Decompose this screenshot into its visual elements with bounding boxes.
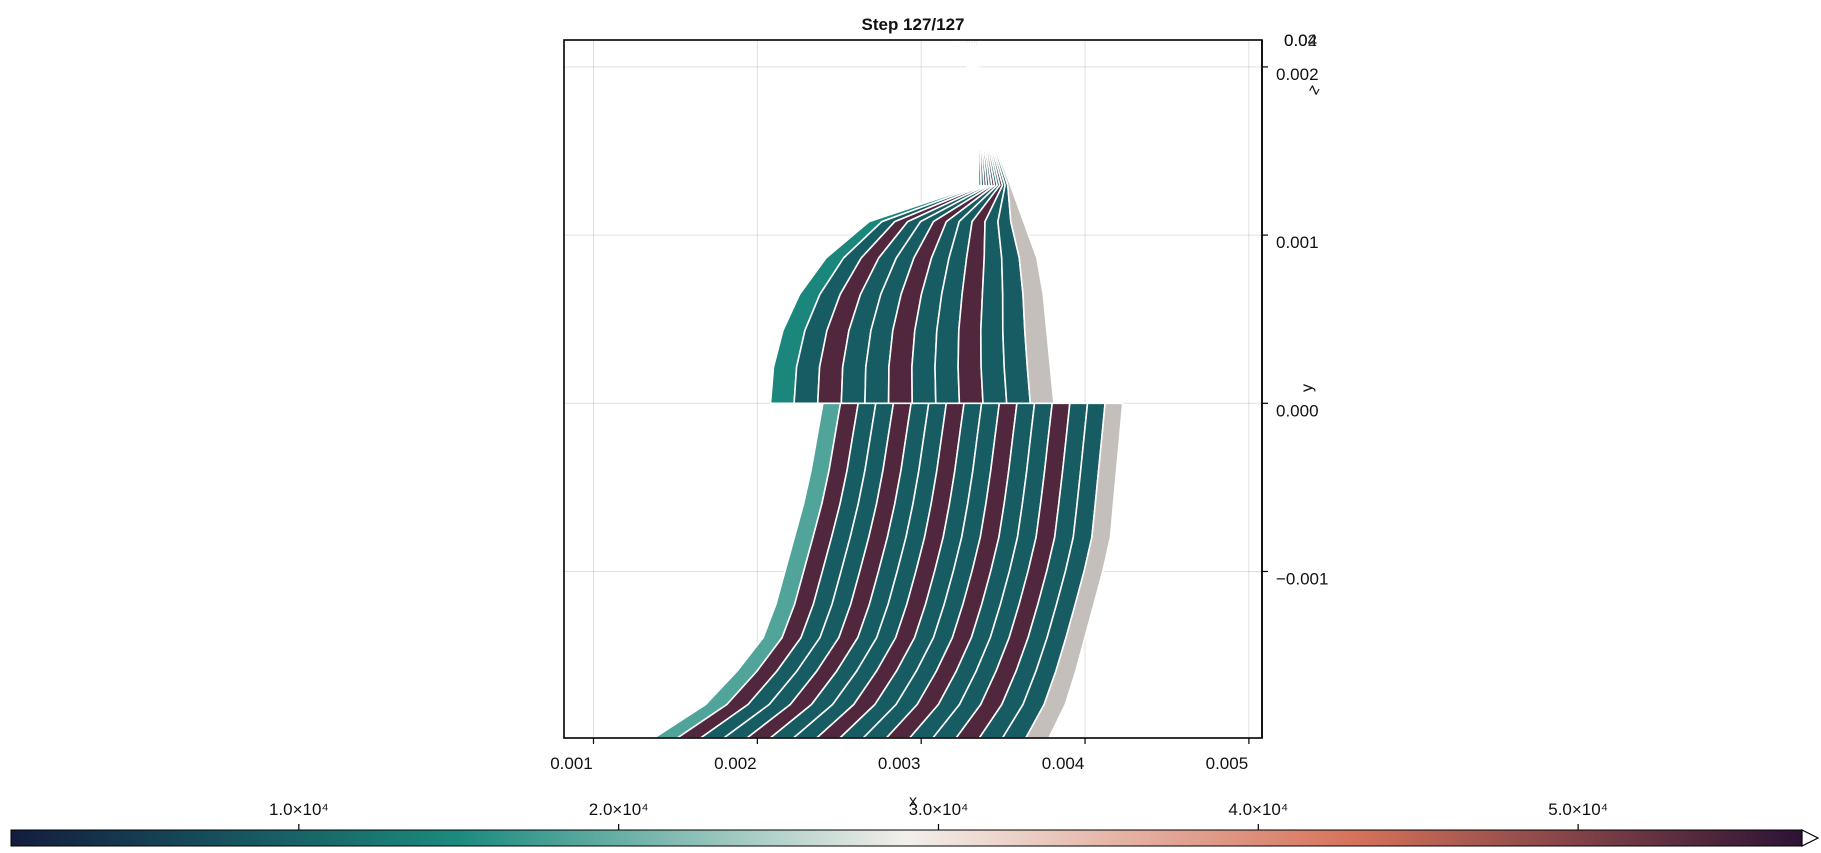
upper-layer-11 — [956, 40, 1055, 405]
colorbar-tick-label-4: 5.0×10⁴ — [1548, 800, 1608, 819]
x-tick-label-2: 0.003 — [878, 754, 921, 773]
x-tick-label-3: 0.004 — [1042, 754, 1085, 773]
colorbar-tick-label-2: 3.0×10⁴ — [909, 800, 969, 819]
y-tick-label-0: −0.001 — [1276, 569, 1328, 588]
x-tick-label-4: 0.005 — [1206, 754, 1249, 773]
z-axis-label: z — [1305, 82, 1324, 97]
x-tick-label-1: 0.002 — [714, 754, 757, 773]
x-axis-label: x — [909, 793, 917, 810]
lower-layer-16 — [1025, 402, 1124, 738]
y-axis-label: y — [1299, 384, 1316, 392]
colorbar: 1.0×10⁴ 2.0×10⁴ 3.0×10⁴ 4.0×10⁴ 5.0×10⁴ — [10, 800, 1820, 847]
z-tick-label-overlap-a: 0.04 — [1284, 31, 1317, 50]
mesh-layers — [653, 40, 1124, 738]
colorbar-tick-label-1: 2.0×10⁴ — [589, 800, 649, 819]
x-axis: 0.001 0.002 0.003 0.004 0.005 — [550, 738, 1250, 773]
x-tick-label-0: 0.001 — [550, 754, 593, 773]
y-axis: −0.001 0.000 0.001 0.002 — [1262, 65, 1328, 588]
y-tick-label-1: 0.000 — [1276, 401, 1319, 420]
z-tick-label-overlap-b: 0.02 — [1284, 31, 1317, 50]
colorbar-tick-label-0: 1.0×10⁴ — [269, 800, 329, 819]
colorbar-extend-triangle — [1801, 829, 1820, 847]
colorbar-bar — [10, 829, 1803, 847]
colorbar-tick-label-3: 4.0×10⁴ — [1228, 800, 1288, 819]
y-tick-label-3: 0.002 — [1276, 65, 1319, 84]
chart-title: Step 127/127 — [861, 15, 964, 34]
y-tick-label-2: 0.001 — [1276, 233, 1319, 252]
colorbar-ticks: 1.0×10⁴ 2.0×10⁴ 3.0×10⁴ 4.0×10⁴ 5.0×10⁴ — [269, 800, 1608, 830]
